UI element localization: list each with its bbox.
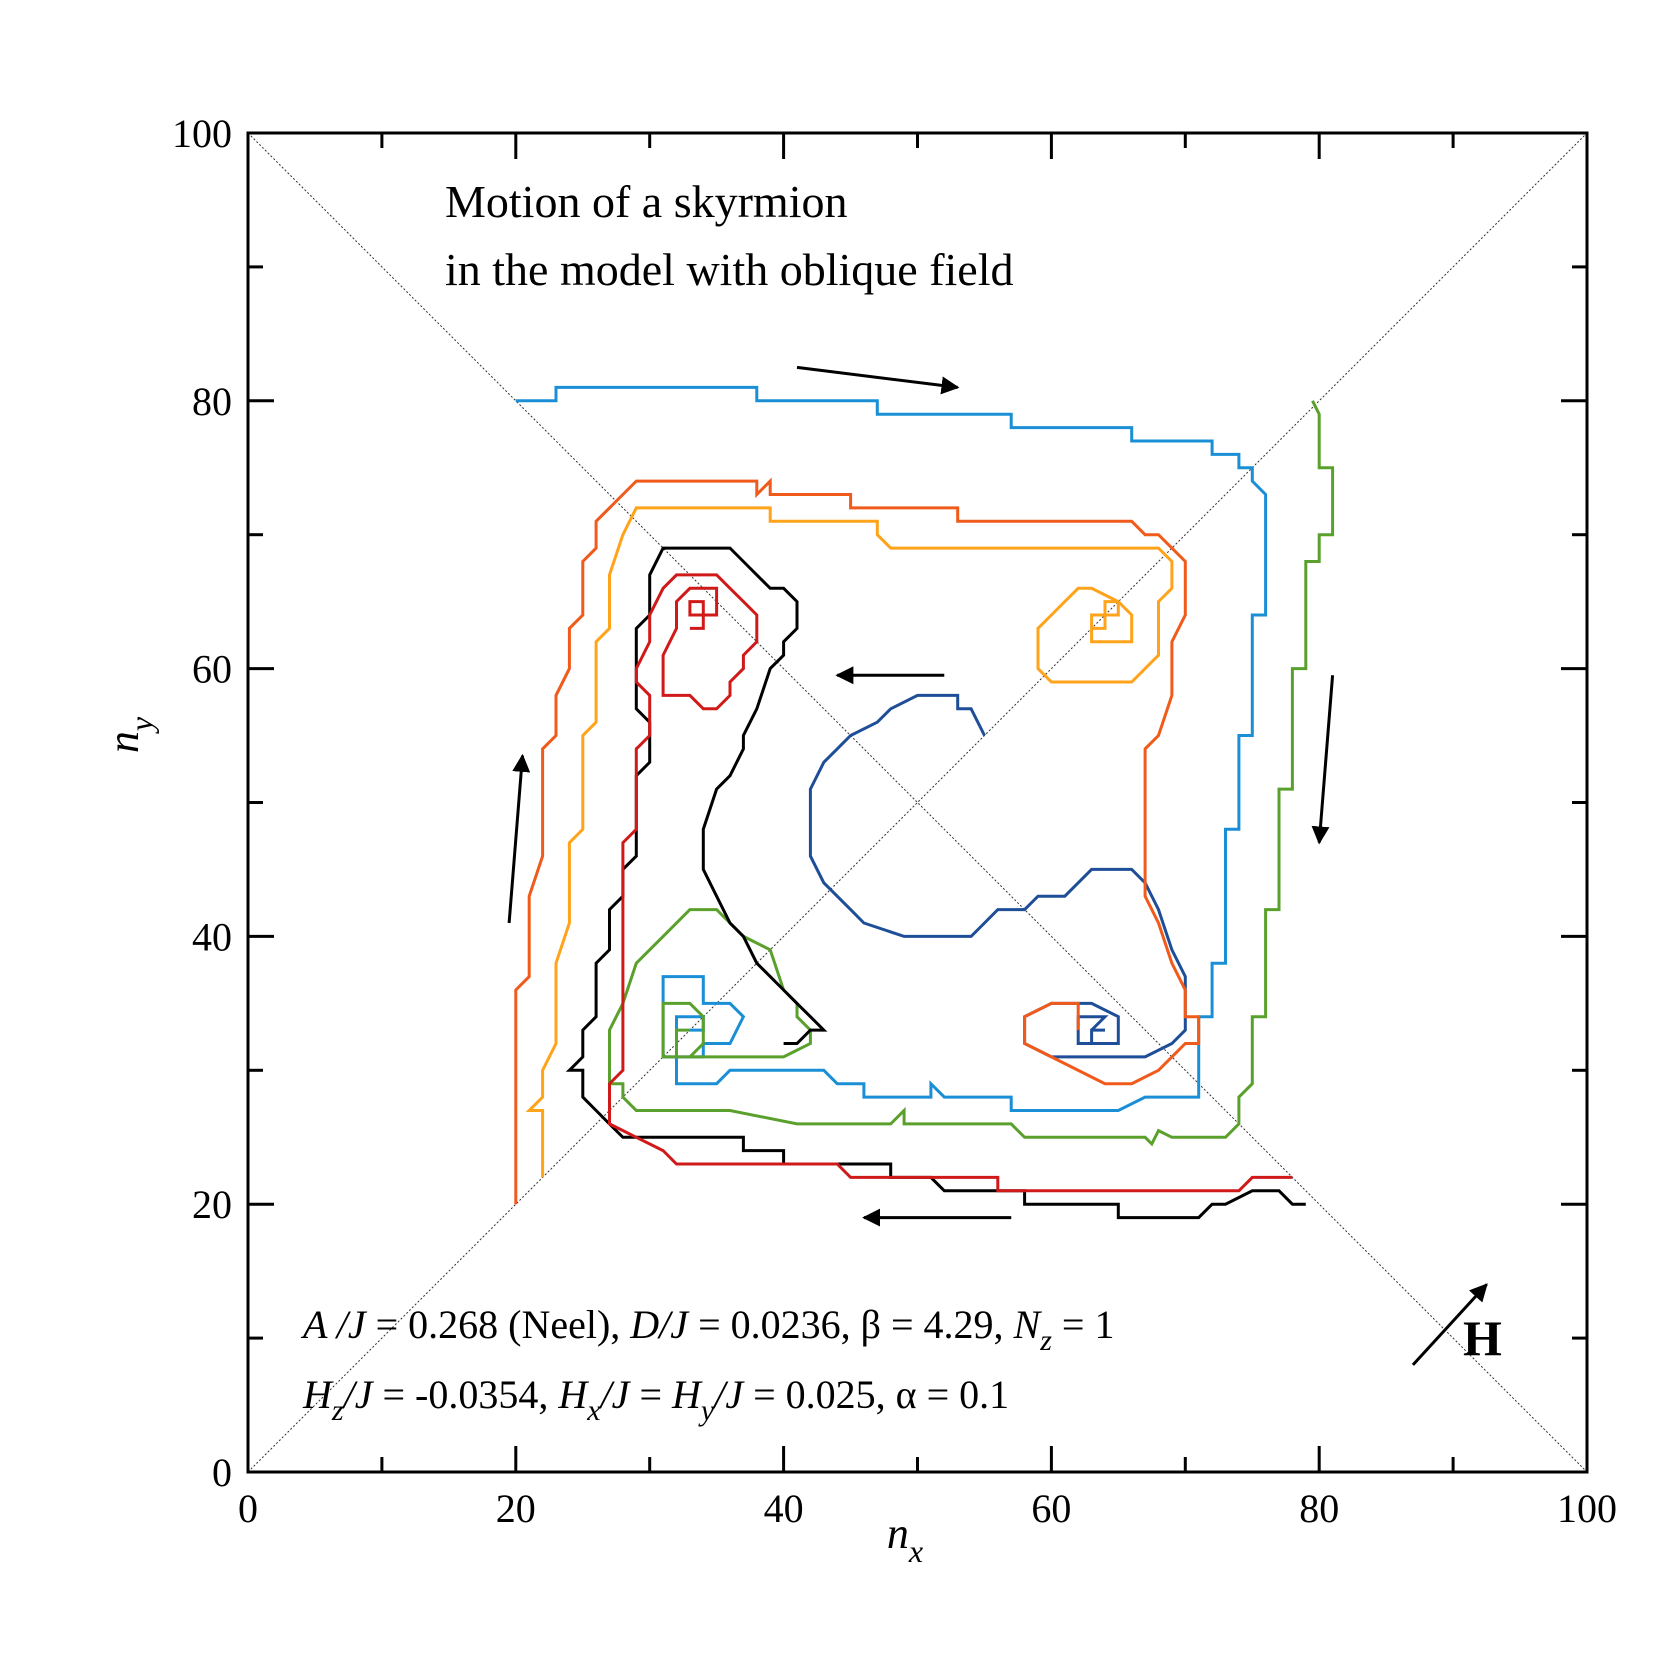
x-axis-label-sub: x xyxy=(908,1533,923,1569)
axis-ticks xyxy=(246,131,1589,1474)
x-tick-label: 0 xyxy=(238,1486,258,1531)
x-tick-label: 100 xyxy=(1557,1486,1617,1531)
y-tick-label: 40 xyxy=(192,914,232,959)
parameter-text: x xyxy=(586,1394,601,1427)
x-tick-label: 40 xyxy=(764,1486,804,1531)
parameter-text: H xyxy=(557,1372,589,1417)
direction-arrows xyxy=(507,365,1488,1366)
x-axis-label-base: n xyxy=(887,1509,909,1558)
y-tick-label: 80 xyxy=(192,379,232,424)
parameter-text: N xyxy=(1013,1302,1043,1347)
parameter-text: = 0.0236, β = 4.29, xyxy=(688,1302,1013,1347)
x-axis-label: nx xyxy=(887,1509,923,1569)
parameter-text: /J xyxy=(342,1372,375,1417)
series-orange-trajectory xyxy=(525,506,1174,1178)
axis-tick-labels: 00 20 20 40 40 60 60 80 80 100 100 xyxy=(172,111,1617,1531)
y-axis-label: ny xyxy=(99,716,159,753)
y-axis-label-base: n xyxy=(99,731,148,753)
chart-title-line-1: Motion of a skyrmion xyxy=(445,176,847,227)
parameter-text: /J xyxy=(712,1372,745,1417)
parameter-text: D/J xyxy=(629,1302,690,1347)
series-crimson-trajectory xyxy=(608,573,1293,1193)
series-dark-blue-trajectory xyxy=(808,693,1187,1059)
parameter-text: H xyxy=(671,1372,703,1417)
y-tick-label: 20 xyxy=(192,1182,232,1227)
parameter-text: = 1 xyxy=(1052,1302,1115,1347)
arrow-field-H xyxy=(1411,1283,1488,1366)
arrow-top-right xyxy=(796,365,960,395)
parameter-text: y xyxy=(698,1394,715,1427)
parameter-text: = 0.025, α = 0.1 xyxy=(743,1372,1009,1417)
parameter-text: = xyxy=(629,1372,672,1417)
parameters-line-2: Hz/J = -0.0354, Hx/J = Hy/J = 0.025, α =… xyxy=(302,1372,1009,1427)
parameter-text: /J xyxy=(599,1372,632,1417)
parameter-text: H xyxy=(302,1372,334,1417)
x-tick-label: 60 xyxy=(1031,1486,1071,1531)
y-tick-label: 60 xyxy=(192,647,232,692)
arrow-right-down xyxy=(1311,675,1335,845)
parameter-text: = 0.268 (Neel), xyxy=(366,1302,631,1347)
parameter-text: A /J xyxy=(300,1302,368,1347)
parameter-text: z xyxy=(331,1394,344,1427)
trajectory-series xyxy=(514,385,1335,1220)
arrow-left-up xyxy=(507,753,531,924)
series-blue-trajectory xyxy=(515,385,1268,1112)
parameter-text: z xyxy=(1039,1324,1052,1357)
y-tick-label: 0 xyxy=(212,1450,232,1495)
x-tick-label: 80 xyxy=(1299,1486,1339,1531)
parameter-text: = -0.0354, xyxy=(372,1372,558,1417)
series-black-trajectory xyxy=(565,546,1306,1220)
x-tick-label: 20 xyxy=(496,1486,536,1531)
parameters-line-1: A /J = 0.268 (Neel), D/J = 0.0236, β = 4… xyxy=(300,1302,1114,1357)
series-red-orange-trajectory xyxy=(514,477,1201,1205)
y-axis-label-sub: y xyxy=(123,716,159,734)
field-label-H: H xyxy=(1463,1310,1502,1366)
chart-title-line-2: in the model with oblique field xyxy=(445,244,1014,295)
y-tick-label: 100 xyxy=(172,111,232,156)
diagonal-guides xyxy=(247,132,1588,1473)
series-green-trajectory xyxy=(608,400,1335,1147)
